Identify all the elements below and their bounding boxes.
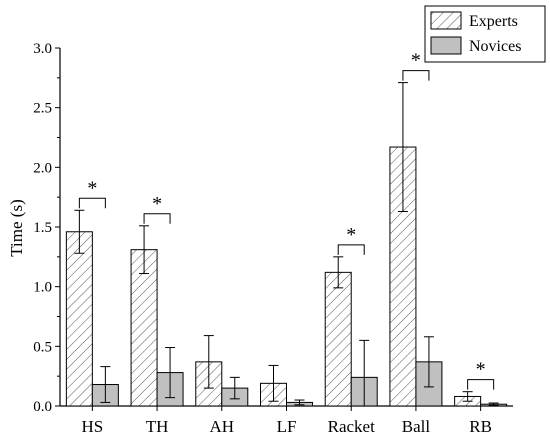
experts-bar-hs — [65, 231, 93, 407]
legend-label-novices: Novices — [469, 38, 521, 55]
plot-area: 0.0 0.5 1.0 1.5 2.0 2.5 3.0 HS * TH * AH LF Racket * Ba… — [33, 41, 513, 436]
significance-marker: * — [411, 50, 421, 72]
significance-bracket — [143, 213, 171, 224]
y-tick-label: 0.5 — [33, 339, 52, 355]
y-tick-label: 2.5 — [33, 101, 52, 117]
x-tick-label: Ball — [402, 417, 431, 436]
x-tick-label: HS — [81, 417, 103, 436]
legend-swatch-novices — [430, 36, 462, 55]
significance-marker: * — [346, 224, 356, 246]
y-tick-label: 1.0 — [33, 280, 52, 296]
y-tick-label: 1.5 — [33, 220, 52, 236]
experts-bar-racket — [324, 271, 352, 407]
significance-marker: * — [87, 177, 97, 199]
y-tick-label: 0.0 — [33, 399, 52, 415]
legend-swatch-experts — [430, 11, 462, 30]
significance-bracket — [337, 244, 365, 255]
x-tick-label: TH — [146, 417, 169, 436]
y-tick-label: 2.0 — [33, 160, 52, 176]
x-tick-label: AH — [210, 417, 235, 436]
significance-bracket — [402, 70, 430, 81]
legend: Experts Novices — [424, 5, 546, 63]
experts-bar-th — [130, 249, 158, 407]
y-tick-label: 3.0 — [33, 41, 52, 57]
significance-bracket — [78, 197, 106, 209]
significance-marker: * — [476, 359, 486, 381]
x-tick-label: RB — [469, 417, 492, 436]
x-tick-label: Racket — [328, 417, 375, 436]
legend-label-experts: Experts — [469, 13, 518, 30]
significance-bracket — [467, 379, 495, 390]
significance-marker: * — [152, 193, 162, 215]
y-axis-label: Time (s) — [7, 199, 26, 256]
x-tick-label: LF — [277, 417, 297, 436]
